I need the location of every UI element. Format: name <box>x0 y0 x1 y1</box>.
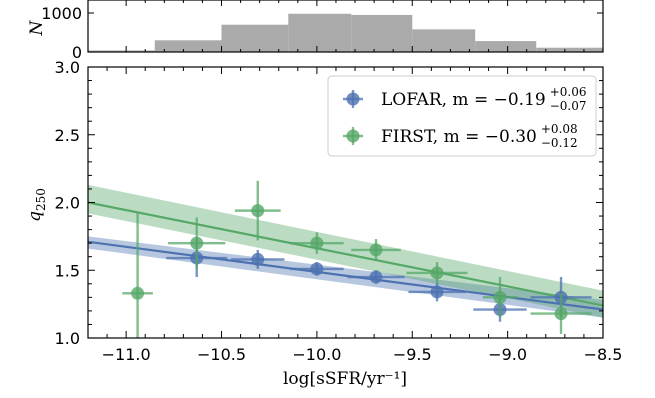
first-marker <box>190 236 204 250</box>
lofar-marker <box>310 262 324 276</box>
legend-marker <box>346 92 360 106</box>
first-marker <box>369 243 383 257</box>
legend-lower-error: −0.12 <box>541 136 578 150</box>
lofar-point-3 <box>347 270 405 284</box>
first-marker <box>554 307 568 321</box>
x-tick-label: −9.5 <box>393 345 432 364</box>
legend-lower-error: −0.07 <box>550 99 587 113</box>
lofar-point-2 <box>290 262 344 276</box>
legend-marker <box>346 129 360 143</box>
y-tick-label: 2.0 <box>55 194 80 213</box>
first-marker <box>430 266 444 280</box>
lofar-marker <box>369 270 383 284</box>
main-panel: −11.0 −10.5 −10.0 −9.5 −9.0 −8.5 1.0 1.5 2.0 2.5… <box>25 58 622 389</box>
lofar-confidence-band <box>88 236 603 318</box>
y-tick-label: 3.0 <box>55 58 80 77</box>
legend-label: LOFAR, m = −0.19 <box>381 90 546 110</box>
y-tick-label: 1.0 <box>55 329 80 348</box>
histogram-bar-4 <box>351 14 413 52</box>
first-point-3 <box>290 232 344 254</box>
first-point-2 <box>234 180 281 241</box>
histogram-bar-7 <box>536 47 603 52</box>
histogram-y-tick-label: 0 <box>72 43 82 62</box>
histogram-y-axis-title: N <box>27 19 47 36</box>
y-axis-title: q250 <box>25 188 48 222</box>
x-tick-label: −8.5 <box>584 345 623 364</box>
legend-upper-error: +0.08 <box>541 122 578 136</box>
data-points <box>122 180 592 338</box>
lofar-point-4 <box>408 282 466 302</box>
y-tick-label: 2.5 <box>55 126 80 145</box>
first-point-7 <box>530 293 592 334</box>
y-axis-ticks: 1.0 1.5 2.0 2.5 3.0 <box>55 58 603 348</box>
histogram-bar-5 <box>412 29 476 52</box>
x-tick-label: −11.0 <box>102 345 151 364</box>
first-point-4 <box>351 239 401 261</box>
legend-entry-lofar: LOFAR, m = −0.19 +0.06−0.07 <box>343 85 586 113</box>
confidence-bands <box>88 184 603 318</box>
first-point-6 <box>482 277 518 318</box>
first-marker <box>310 236 324 250</box>
histogram-bar-1 <box>154 40 222 52</box>
x-tick-label: −10.0 <box>292 345 341 364</box>
first-fit-line <box>88 201 603 307</box>
legend-upper-error: +0.06 <box>550 85 587 99</box>
first-marker <box>131 286 145 300</box>
legend-label: FIRST, m = −0.30 <box>381 127 537 147</box>
lofar-marker <box>430 285 444 299</box>
first-marker <box>493 290 507 304</box>
x-axis-ticks: −11.0 −10.5 −10.0 −9.5 −9.0 −8.5 <box>87 67 623 364</box>
lofar-point-1 <box>231 249 285 269</box>
histogram-bar-0 <box>88 50 155 52</box>
first-confidence-band <box>88 184 603 318</box>
histogram-bar-2 <box>221 24 289 52</box>
first-point-1 <box>168 217 226 269</box>
x-tick-label: −9.0 <box>488 345 527 364</box>
histogram-bar-3 <box>288 13 352 53</box>
histogram-panel: 0 1000 N <box>27 0 604 62</box>
x-tick-label: −10.5 <box>197 345 246 364</box>
first-point-5 <box>406 262 468 284</box>
histogram-bar-6 <box>475 41 537 52</box>
first-point-0 <box>122 211 153 338</box>
lofar-marker <box>251 252 265 266</box>
histogram-y-tick-label: 1000 <box>41 4 82 23</box>
x-axis-title: log[sSFR/yr⁻¹] <box>283 369 407 389</box>
legend-box <box>327 75 597 157</box>
histogram-bars <box>88 13 603 53</box>
first-marker <box>251 204 265 218</box>
histogram-frame <box>87 0 604 53</box>
y-tick-label: 1.5 <box>55 261 80 280</box>
legend-entry-first: FIRST, m = −0.30 +0.08−0.12 <box>343 122 578 150</box>
histogram-y-ticks: 0 1000 <box>41 0 604 62</box>
legend: LOFAR, m = −0.19 +0.06−0.07 FIRST, m = −0.… <box>327 75 597 157</box>
